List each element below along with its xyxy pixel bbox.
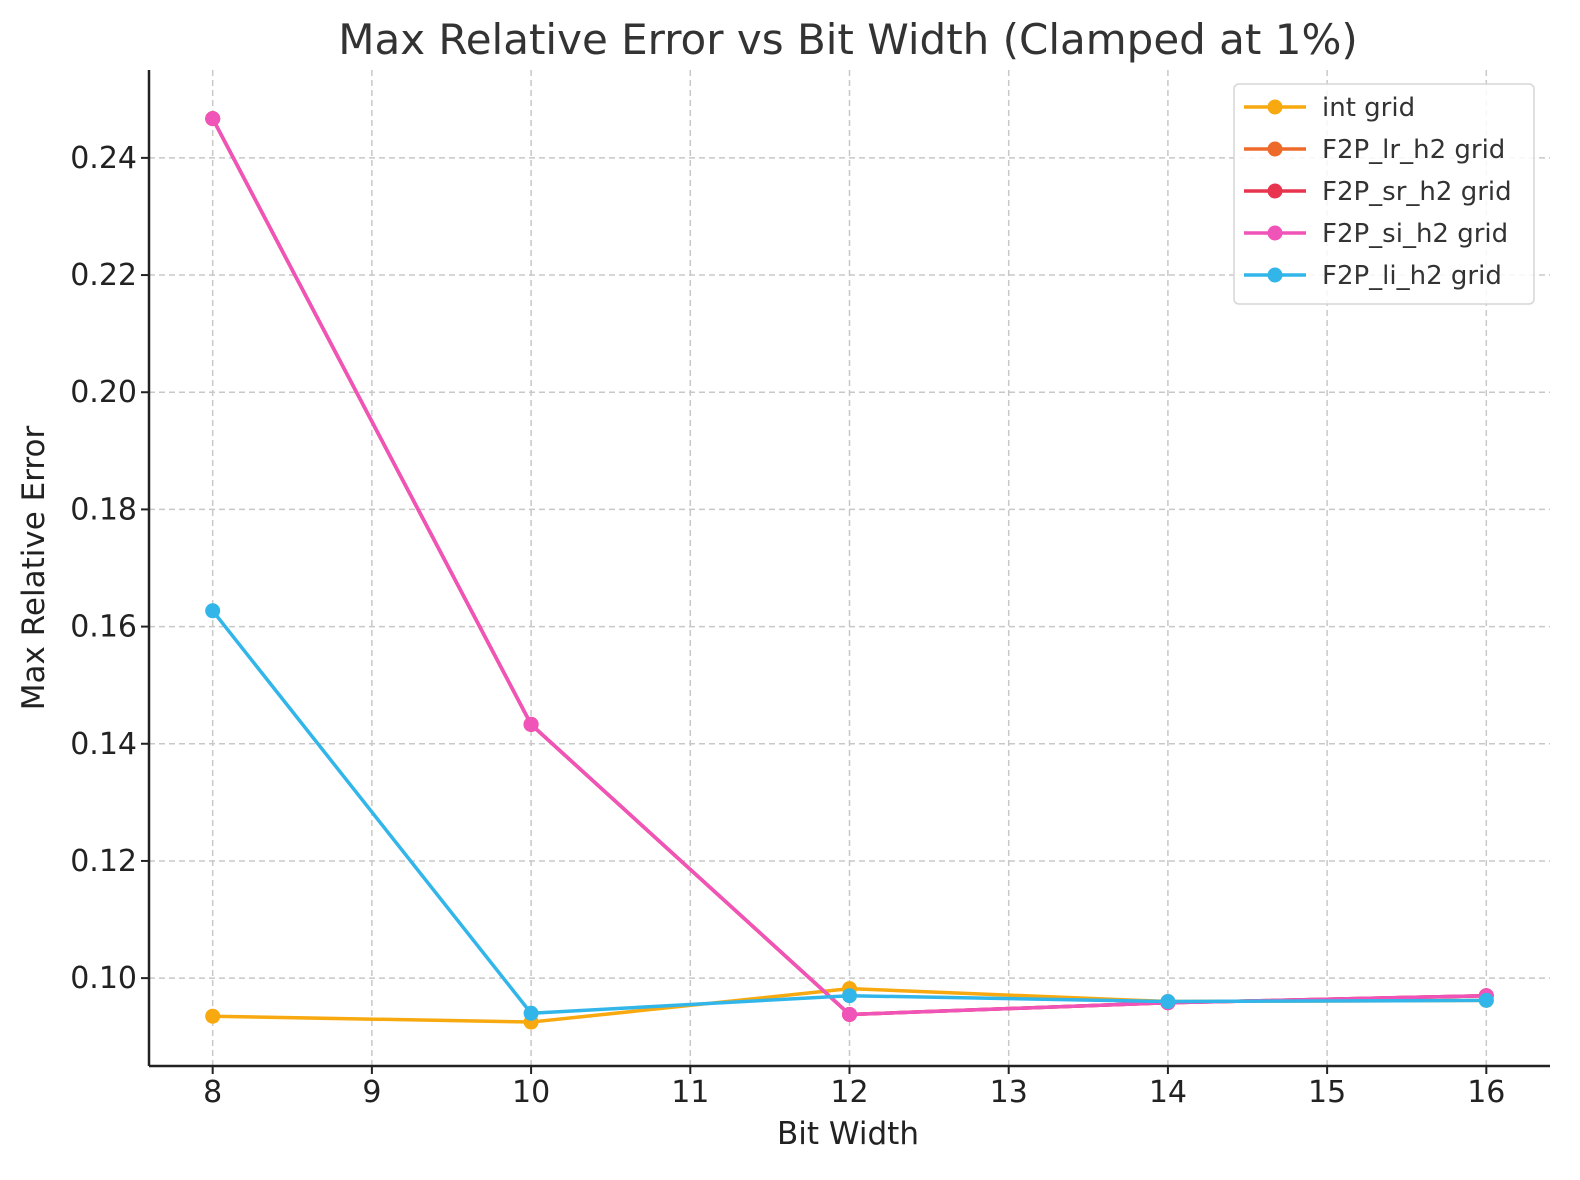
series-4	[205, 603, 1494, 1021]
legend-label: F2P_si_h2 grid	[1322, 219, 1508, 249]
x-tick-label: 10	[512, 1075, 550, 1110]
legend-label: int grid	[1322, 93, 1415, 123]
y-axis-title: Max Relative Error	[16, 426, 52, 711]
chart-title: Max Relative Error vs Bit Width (Clamped…	[338, 15, 1358, 64]
legend-label: F2P_lr_h2 grid	[1322, 135, 1505, 165]
legend-swatch-marker	[1267, 183, 1283, 199]
legend: int grid F2P_lr_h2 grid F2P_sr_h2 grid F2P_…	[1233, 83, 1535, 305]
data-point	[842, 988, 857, 1004]
legend-swatch-marker	[1267, 225, 1283, 241]
data-point	[205, 603, 221, 619]
legend-entry: F2P_li_h2 grid	[1244, 261, 1502, 291]
y-tick-label: 0.12	[70, 844, 137, 879]
y-tick-label: 0.24	[70, 141, 137, 176]
x-tick-label: 9	[362, 1075, 381, 1110]
data-point	[842, 1006, 857, 1022]
data-point	[1160, 994, 1176, 1010]
legend-label: F2P_sr_h2 grid	[1322, 177, 1512, 207]
axes: 8 9 10 11 12 13 14 15 16 0.10 0.12 0.14 0.16 0.18 0.20…	[70, 70, 1550, 1110]
legend-label: F2P_li_h2 grid	[1322, 261, 1502, 291]
legend-entry: F2P_si_h2 grid	[1244, 219, 1508, 249]
data-point	[523, 716, 539, 732]
legend-box	[1233, 83, 1535, 305]
data-point	[205, 1008, 221, 1024]
data-point	[523, 1005, 539, 1021]
y-tick-label: 0.18	[70, 492, 137, 527]
legend-swatch-marker	[1267, 267, 1283, 283]
legend-entry: F2P_sr_h2 grid	[1244, 177, 1512, 207]
x-tick-label: 15	[1308, 1075, 1346, 1110]
legend-entry: F2P_lr_h2 grid	[1244, 135, 1505, 165]
data-point	[1478, 992, 1494, 1008]
y-tick-label: 0.20	[70, 375, 137, 410]
x-tick-label: 12	[830, 1075, 868, 1110]
legend-entry: int grid	[1244, 93, 1415, 123]
y-tick-label: 0.14	[70, 727, 137, 762]
legend-swatch-marker	[1267, 141, 1283, 157]
y-tick-label: 0.16	[70, 610, 137, 645]
legend-swatch-marker	[1267, 99, 1283, 115]
x-tick-label: 8	[203, 1075, 222, 1110]
x-axis-title: Bit Width	[777, 1116, 919, 1152]
x-tick-label: 11	[671, 1075, 709, 1110]
y-tick-label: 0.22	[70, 258, 137, 293]
series-group	[205, 111, 1494, 1030]
y-tick-label: 0.10	[70, 961, 137, 996]
data-point	[205, 111, 221, 127]
x-tick-label: 14	[1149, 1075, 1187, 1110]
grid	[149, 70, 1550, 1066]
x-tick-label: 13	[990, 1075, 1028, 1110]
x-tick-label: 16	[1467, 1075, 1505, 1110]
